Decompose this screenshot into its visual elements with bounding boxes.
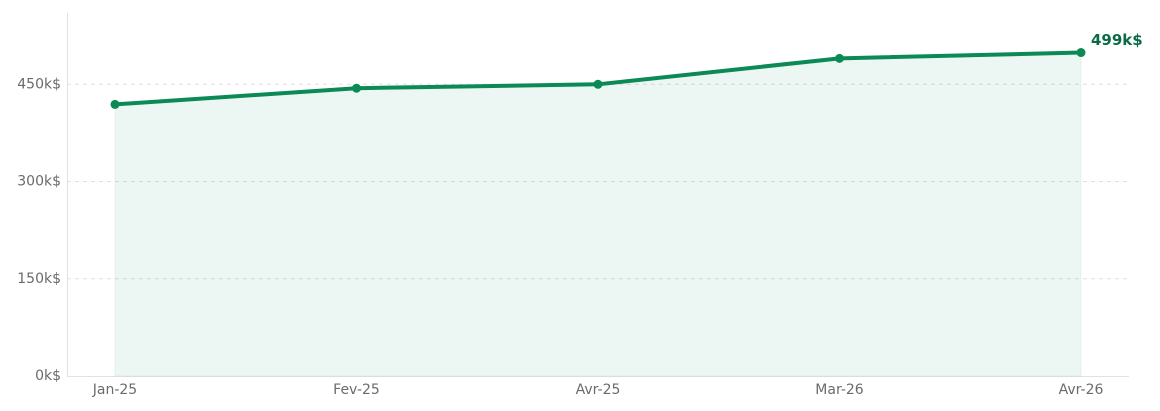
point <box>593 79 603 89</box>
x-tick-label: Avr-25 <box>576 382 621 398</box>
value-label: 499k$ <box>1091 31 1143 49</box>
point <box>835 53 844 63</box>
y-tick-label: 0k$ <box>35 368 61 384</box>
x-tick-label: Avr-26 <box>1059 382 1104 398</box>
x-tick-label: Fev-25 <box>333 382 380 398</box>
area <box>114 52 1082 377</box>
y-tick-label: 150k$ <box>17 271 61 287</box>
point <box>110 99 120 109</box>
point <box>1076 48 1086 58</box>
x-tick-label: Jan-25 <box>92 382 137 398</box>
point <box>352 83 361 93</box>
y-tick-label: 450k$ <box>17 76 61 92</box>
x-tick-label: Mar-26 <box>815 382 863 398</box>
y-tick-label: 300k$ <box>17 174 61 190</box>
